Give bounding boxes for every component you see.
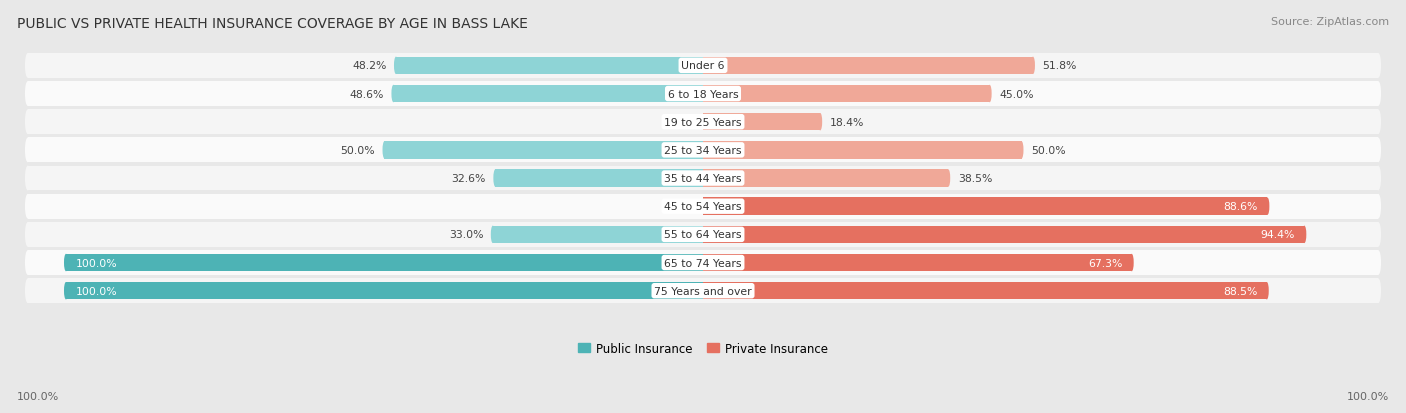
Circle shape <box>1375 166 1381 191</box>
Circle shape <box>25 195 31 219</box>
Bar <box>66 254 703 272</box>
Text: 19 to 25 Years: 19 to 25 Years <box>664 117 742 127</box>
Circle shape <box>25 138 31 163</box>
Bar <box>28 110 1378 135</box>
Circle shape <box>818 114 823 131</box>
Bar <box>703 142 1022 159</box>
Bar <box>28 279 1378 304</box>
Bar <box>28 223 1378 247</box>
Text: 45.0%: 45.0% <box>1000 89 1033 99</box>
Text: 38.5%: 38.5% <box>957 173 993 184</box>
Bar <box>28 82 1378 107</box>
Circle shape <box>25 54 31 78</box>
Text: 48.6%: 48.6% <box>350 89 384 99</box>
Circle shape <box>1375 195 1381 219</box>
Text: 25 to 34 Years: 25 to 34 Years <box>664 145 742 155</box>
Circle shape <box>1375 251 1381 275</box>
Circle shape <box>1302 226 1306 244</box>
Text: 94.4%: 94.4% <box>1260 230 1295 240</box>
Bar <box>703 57 1033 75</box>
Circle shape <box>1375 138 1381 163</box>
Text: 6 to 18 Years: 6 to 18 Years <box>668 89 738 99</box>
Circle shape <box>25 166 31 191</box>
Text: 51.8%: 51.8% <box>1042 61 1077 71</box>
Text: 32.6%: 32.6% <box>451 173 485 184</box>
Bar <box>703 170 948 188</box>
Text: 48.2%: 48.2% <box>352 61 387 71</box>
Text: Under 6: Under 6 <box>682 61 724 71</box>
Bar <box>394 85 703 103</box>
Bar <box>703 114 820 131</box>
Bar <box>28 251 1378 275</box>
Circle shape <box>1019 142 1024 159</box>
Circle shape <box>987 85 991 103</box>
Bar <box>492 226 703 244</box>
Circle shape <box>494 170 498 188</box>
Circle shape <box>25 279 31 304</box>
Circle shape <box>391 85 395 103</box>
Text: 35 to 44 Years: 35 to 44 Years <box>664 173 742 184</box>
Bar <box>703 226 1305 244</box>
Text: 100.0%: 100.0% <box>76 286 117 296</box>
Text: 18.4%: 18.4% <box>830 117 865 127</box>
Bar <box>495 170 703 188</box>
Circle shape <box>1031 57 1035 75</box>
Bar <box>28 54 1378 78</box>
Text: 45 to 54 Years: 45 to 54 Years <box>664 202 742 212</box>
Circle shape <box>25 82 31 107</box>
Circle shape <box>1375 279 1381 304</box>
Circle shape <box>1130 254 1133 272</box>
Circle shape <box>65 282 67 300</box>
Text: 100.0%: 100.0% <box>17 391 59 401</box>
Bar <box>396 57 703 75</box>
Text: 65 to 74 Years: 65 to 74 Years <box>664 258 742 268</box>
Bar <box>703 254 1132 272</box>
Legend: Public Insurance, Private Insurance: Public Insurance, Private Insurance <box>578 342 828 355</box>
Circle shape <box>65 254 67 272</box>
Circle shape <box>1375 54 1381 78</box>
Text: 100.0%: 100.0% <box>76 258 117 268</box>
Circle shape <box>1375 82 1381 107</box>
Text: 50.0%: 50.0% <box>1031 145 1066 155</box>
Circle shape <box>25 251 31 275</box>
Bar <box>384 142 703 159</box>
Circle shape <box>1375 223 1381 247</box>
Bar <box>703 282 1267 300</box>
Text: 75 Years and over: 75 Years and over <box>654 286 752 296</box>
Text: 88.6%: 88.6% <box>1223 202 1258 212</box>
Bar <box>28 166 1378 191</box>
Bar <box>703 85 990 103</box>
Circle shape <box>946 170 950 188</box>
Bar <box>703 198 1267 216</box>
Bar <box>28 138 1378 163</box>
Text: PUBLIC VS PRIVATE HEALTH INSURANCE COVERAGE BY AGE IN BASS LAKE: PUBLIC VS PRIVATE HEALTH INSURANCE COVER… <box>17 17 527 31</box>
Circle shape <box>1375 110 1381 135</box>
Circle shape <box>382 142 387 159</box>
Text: 55 to 64 Years: 55 to 64 Years <box>664 230 742 240</box>
Circle shape <box>491 226 495 244</box>
Circle shape <box>1265 198 1270 216</box>
Text: 100.0%: 100.0% <box>1347 391 1389 401</box>
Bar <box>66 282 703 300</box>
Text: 88.5%: 88.5% <box>1223 286 1257 296</box>
Circle shape <box>25 110 31 135</box>
Circle shape <box>25 223 31 247</box>
Text: 50.0%: 50.0% <box>340 145 375 155</box>
Circle shape <box>394 57 398 75</box>
Bar <box>28 195 1378 219</box>
Text: Source: ZipAtlas.com: Source: ZipAtlas.com <box>1271 17 1389 26</box>
Text: 33.0%: 33.0% <box>449 230 484 240</box>
Circle shape <box>1265 282 1268 300</box>
Text: 67.3%: 67.3% <box>1088 258 1122 268</box>
